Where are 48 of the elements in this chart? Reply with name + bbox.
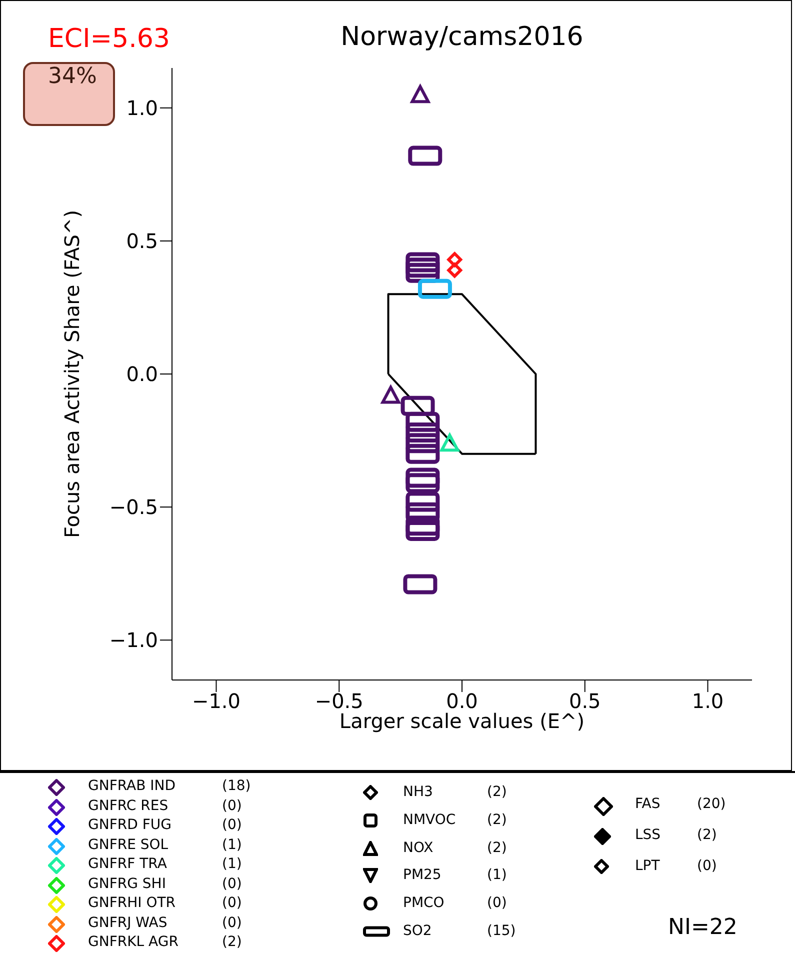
text: (0) xyxy=(697,858,717,874)
text: (1) xyxy=(222,856,242,872)
text: (2) xyxy=(697,827,717,843)
text: NOX xyxy=(403,840,434,856)
text: SO2 xyxy=(403,923,432,939)
y-tick-label: 1.0 xyxy=(126,96,158,120)
text: (2) xyxy=(487,840,507,856)
text: (1) xyxy=(487,867,507,884)
y-tick-label: 0.5 xyxy=(126,229,158,254)
text: GNFRC RES xyxy=(88,798,168,814)
text: LSS xyxy=(635,827,661,843)
text: (0) xyxy=(222,876,242,892)
text: NMVOC xyxy=(403,812,456,828)
text: GNFRJ WAS xyxy=(88,914,168,930)
text: FAS xyxy=(635,796,660,812)
text: (15) xyxy=(487,923,516,939)
y-tick-label: 0.0 xyxy=(126,362,158,386)
text: NI=22 xyxy=(668,915,738,940)
text: (2) xyxy=(487,784,507,800)
text: (0) xyxy=(222,817,242,833)
chart-title: Norway/cams2016 xyxy=(340,22,584,52)
text: GNFRKL AGR xyxy=(88,934,178,950)
text: (18) xyxy=(222,778,251,794)
text: ECI=5.63 xyxy=(48,24,170,54)
text: 34% xyxy=(48,64,97,89)
text: GNFRG SHI xyxy=(88,876,166,892)
text: (20) xyxy=(697,796,726,812)
text: (2) xyxy=(222,934,242,950)
text: PM25 xyxy=(403,867,442,884)
text: GNFRHI OTR xyxy=(88,895,176,911)
x-tick-label: −1.0 xyxy=(192,689,241,714)
text: LPT xyxy=(635,858,660,874)
text: GNFRE SOL xyxy=(88,836,168,852)
y-tick-label: −1.0 xyxy=(109,628,158,652)
text: GNFRF TRA xyxy=(88,856,167,872)
text: (0) xyxy=(222,798,242,814)
text: (0) xyxy=(487,895,507,912)
text: (0) xyxy=(222,914,242,930)
text: (2) xyxy=(487,812,507,828)
x-tick-label: 1.0 xyxy=(692,689,724,714)
y-axis-title: Focus area Activity Share (FAS^) xyxy=(60,210,84,538)
text: GNFRAB IND xyxy=(88,778,176,794)
text: (0) xyxy=(222,895,242,911)
text: GNFRD FUG xyxy=(88,817,172,833)
y-tick-label: −0.5 xyxy=(109,495,158,520)
text: NH3 xyxy=(403,784,433,800)
text: PMCO xyxy=(403,895,444,912)
text: (1) xyxy=(222,836,242,852)
